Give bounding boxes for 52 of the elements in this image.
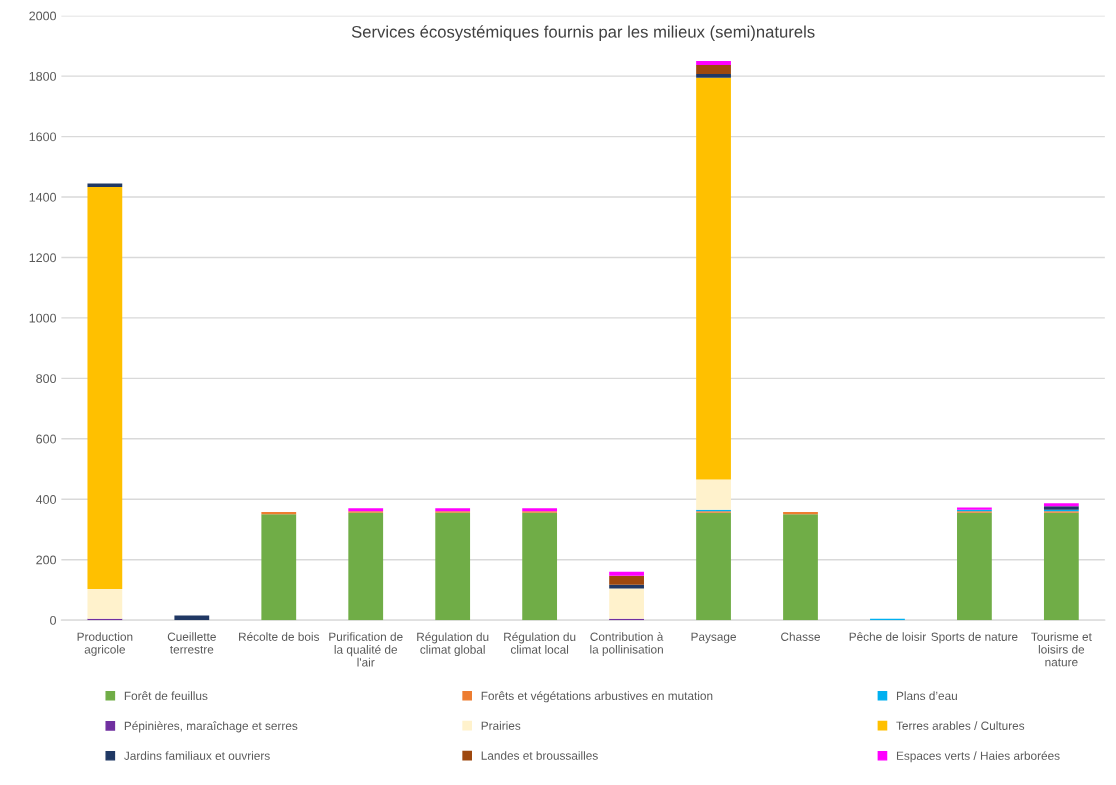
x-tick-label: Production agricole <box>77 632 133 656</box>
y-tick-label: 0 <box>50 615 57 625</box>
bar <box>348 512 384 621</box>
x-tick-label: Contribution à la pollinisation <box>590 632 664 656</box>
x-tick-label: Régulation du climat global <box>417 632 489 657</box>
bar <box>783 514 818 621</box>
bar <box>87 187 123 590</box>
x-tick-label: Cueillette terrestre <box>167 632 216 654</box>
y-tick-label: 200 <box>36 555 57 565</box>
legend-label: Jardins familiaux et ouvriers <box>124 751 270 760</box>
legend-label: Forêts et végétations arbustives en mutation <box>481 691 713 703</box>
bar <box>87 589 123 619</box>
legend-label: Plans d’eau <box>896 691 957 701</box>
bar <box>696 77 731 480</box>
x-tick-label: Régulation du climat local <box>504 632 576 654</box>
bar <box>696 74 731 78</box>
bar <box>957 512 992 621</box>
bar <box>696 512 731 621</box>
y-tick-label: 1400 <box>29 192 57 202</box>
y-tick-label: 1200 <box>29 253 57 263</box>
y-tick-label: 400 <box>35 495 57 504</box>
bar <box>609 575 644 585</box>
bar <box>609 571 644 576</box>
x-tick-label: Purification de la qualité de l'air <box>329 632 403 667</box>
bar <box>522 512 558 621</box>
bar <box>609 588 644 619</box>
x-tick-label: Récolte de bois <box>239 632 320 641</box>
bar <box>696 61 731 65</box>
x-tick-label: Pêche de loisir <box>849 632 926 641</box>
x-tick-label: Chasse <box>781 632 820 641</box>
y-tick-label: 800 <box>36 374 57 384</box>
y-tick-label: 1800 <box>29 71 57 81</box>
legend-label: Terres arables / Cultures <box>896 721 1025 730</box>
x-tick-label: Tourisme et loisirs de nature <box>1031 632 1092 667</box>
y-tick-label: 600 <box>36 434 57 444</box>
text: Services écosystémiques fournis par les milieux (semi)naturels <box>351 25 815 42</box>
legend-label: Forêt de feuillus <box>124 691 208 701</box>
y-tick-label: 2000 <box>29 11 57 21</box>
bar <box>696 64 731 75</box>
bar <box>261 514 297 621</box>
bar <box>696 479 731 510</box>
y-tick-label: 1000 <box>29 313 57 323</box>
legend-label: Prairies <box>481 721 521 730</box>
bar <box>1043 512 1079 621</box>
x-tick-label: Sports de nature <box>931 632 1018 644</box>
legend-label: Pépinières, maraîchage et serres <box>124 721 298 733</box>
y-tick-label: 1600 <box>29 132 57 142</box>
bar <box>435 512 471 621</box>
legend-label: Espaces verts / Haies arborées <box>896 751 1060 763</box>
x-tick-label: Paysage <box>691 632 736 644</box>
legend-label: Landes et broussailles <box>481 751 598 760</box>
bar <box>87 183 123 188</box>
